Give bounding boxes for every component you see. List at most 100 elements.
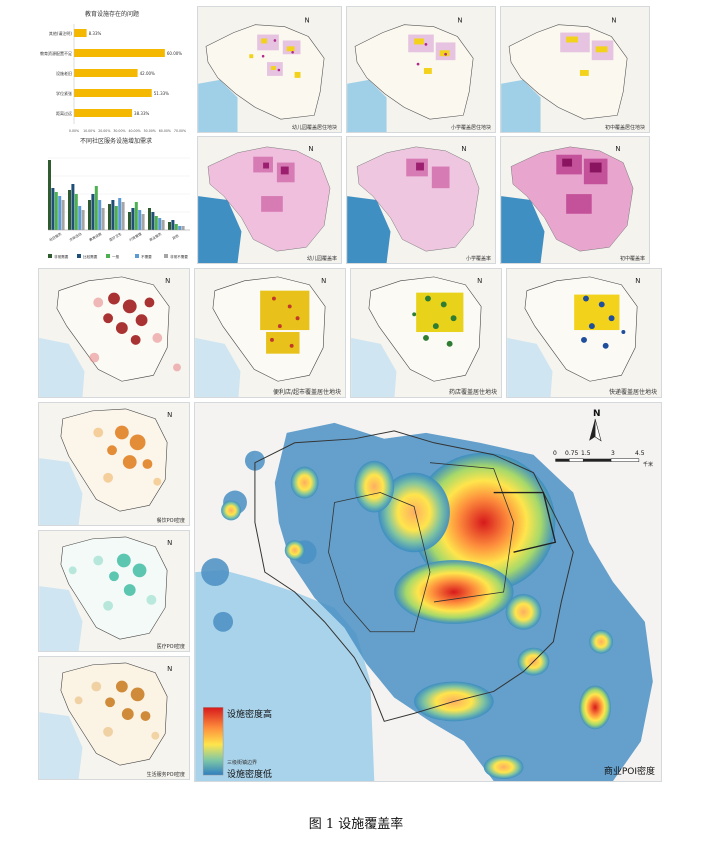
svg-text:N: N xyxy=(167,539,172,547)
svg-text:N: N xyxy=(477,277,482,285)
svg-text:N: N xyxy=(308,145,313,153)
svg-text:N: N xyxy=(635,277,640,285)
column-bar xyxy=(98,200,102,230)
data-label: 51.33% xyxy=(154,91,169,96)
tick-label: 10.00% xyxy=(83,129,95,132)
bar xyxy=(74,49,165,57)
map-caption: 初中覆盖率 xyxy=(619,256,645,262)
data-label: 60.00% xyxy=(167,51,182,56)
column-bar xyxy=(51,188,55,230)
scale-tick-1: 0.75 xyxy=(565,450,579,457)
tick-label: 0.00% xyxy=(69,129,79,132)
map-graphic: N xyxy=(198,7,341,132)
svg-text:N: N xyxy=(461,145,466,153)
svg-text:N: N xyxy=(167,411,172,419)
category-label: 学位紧张 xyxy=(56,90,72,96)
tick-label: 40.00% xyxy=(128,129,140,132)
category-label: 教育设施 xyxy=(88,231,103,242)
map-middle-rate: N 初中覆盖率 xyxy=(500,136,650,264)
scale-tick-0: 0 xyxy=(553,450,557,457)
legend-swatch xyxy=(106,254,110,258)
tick-label: 50.00% xyxy=(144,129,156,132)
category-label: 商业服务 xyxy=(148,231,163,242)
svg-text:N: N xyxy=(304,17,309,25)
chart-title: 不同社区服务设施增加需求 xyxy=(80,137,152,145)
map-graphic: N xyxy=(39,269,189,397)
map-express-coverage: N 快递覆盖居住地块 xyxy=(506,268,662,398)
legend-swatch xyxy=(135,254,139,258)
legend-high-label: 设施密度高 xyxy=(227,710,273,720)
column-bar xyxy=(151,212,155,230)
legend-label: 一般 xyxy=(112,254,120,259)
scale-tick-2: 1.5 xyxy=(581,450,591,457)
column-bar xyxy=(61,200,65,230)
category-label: 文体活动 xyxy=(68,231,83,242)
legend-label: 非常不需要 xyxy=(170,254,188,259)
scale-tick-3: 3 xyxy=(611,450,615,457)
map-graphic: N xyxy=(507,269,661,397)
column-bar xyxy=(88,200,91,230)
main-map-graphic xyxy=(195,418,653,781)
tick-label: 20.00% xyxy=(98,129,110,132)
map-graphic: N xyxy=(501,7,649,132)
svg-text:N: N xyxy=(615,145,620,153)
column-bar xyxy=(174,224,178,230)
category-label: 行政管理 xyxy=(128,231,143,242)
north-label: N xyxy=(593,409,601,419)
map-caption: 小学覆盖居住地块 xyxy=(450,125,491,131)
column-bar xyxy=(94,186,98,230)
column-bar xyxy=(154,216,158,230)
data-label: 8.33% xyxy=(89,31,102,36)
legend-note: 三级街镇边界 xyxy=(227,760,258,766)
svg-text:N: N xyxy=(321,277,326,285)
column-bar xyxy=(121,202,125,230)
column-chart-demand: 不同社区服务设施增加需求 社区服务 文体活动 教育设施 医疗卫生 行政管理 商业服务 其他 非常… xyxy=(30,134,194,264)
column-bar xyxy=(178,226,182,230)
map-middle-school-coverage: N 初中覆盖居住地块 xyxy=(500,6,650,133)
scale-unit: 千米 xyxy=(643,462,654,468)
map-pharmacy-coverage: N 药店覆盖居住地块 xyxy=(350,268,502,398)
column-bar xyxy=(131,208,135,230)
map-left-teal: N 医疗POI密度 xyxy=(38,530,190,652)
column-bar xyxy=(181,226,185,230)
main-heatmap: N 0 0.75 1.5 3 4.5 千米 设施密度高 三级街镇边界 设施密度低… xyxy=(194,402,662,782)
legend-label: 非常需要 xyxy=(54,254,69,259)
bar-chart-education: 教育设施存在的问题 其他(请注明) 8.33% 教育资源配置不足 60.00% 设施老旧 4… xyxy=(30,6,194,133)
column-bar xyxy=(134,202,138,230)
map-graphic: N xyxy=(195,269,345,397)
column-bar xyxy=(71,184,75,230)
column-bar xyxy=(101,208,105,230)
map-left-orange: N 餐饮POI密度 xyxy=(38,402,190,526)
column-bar xyxy=(78,206,82,230)
main-map-title: 商业POI密度 xyxy=(603,767,655,777)
map-caption: 生活服务POI密度 xyxy=(146,772,185,778)
column-bar xyxy=(108,204,111,230)
chart-title: 教育设施存在的问题 xyxy=(85,10,139,18)
bar xyxy=(74,89,152,97)
map-graphic: N xyxy=(347,137,495,263)
scale-bar-icon xyxy=(555,458,640,462)
svg-text:N: N xyxy=(457,17,462,25)
bar xyxy=(74,29,87,37)
category-label: 社区服务 xyxy=(48,231,63,242)
map-caption: 幼儿园覆盖率 xyxy=(306,256,337,262)
svg-text:N: N xyxy=(611,17,616,25)
column-bar xyxy=(58,196,62,230)
legend-label: 比较需要 xyxy=(83,254,98,259)
category-label: 距离过远 xyxy=(56,110,72,116)
map-left-brown: N 生活服务POI密度 xyxy=(38,656,190,780)
column-bar xyxy=(118,198,122,230)
map-graphic: N xyxy=(351,269,501,397)
north-arrow-icon xyxy=(589,418,602,442)
category-label: 其他(请注明) xyxy=(49,30,73,36)
category-label: 其他 xyxy=(171,233,180,241)
map-caption: 药店覆盖居住地块 xyxy=(448,389,497,396)
column-bar xyxy=(114,206,118,230)
data-label: 38.33% xyxy=(134,111,149,116)
map-convenience-store-coverage: N 便利店/超市覆盖居住地块 xyxy=(194,268,346,398)
map-caption: 医疗POI密度 xyxy=(156,644,185,650)
map-graphic: N xyxy=(39,403,189,525)
column-bar xyxy=(111,200,115,230)
map-graphic: N xyxy=(198,137,341,263)
